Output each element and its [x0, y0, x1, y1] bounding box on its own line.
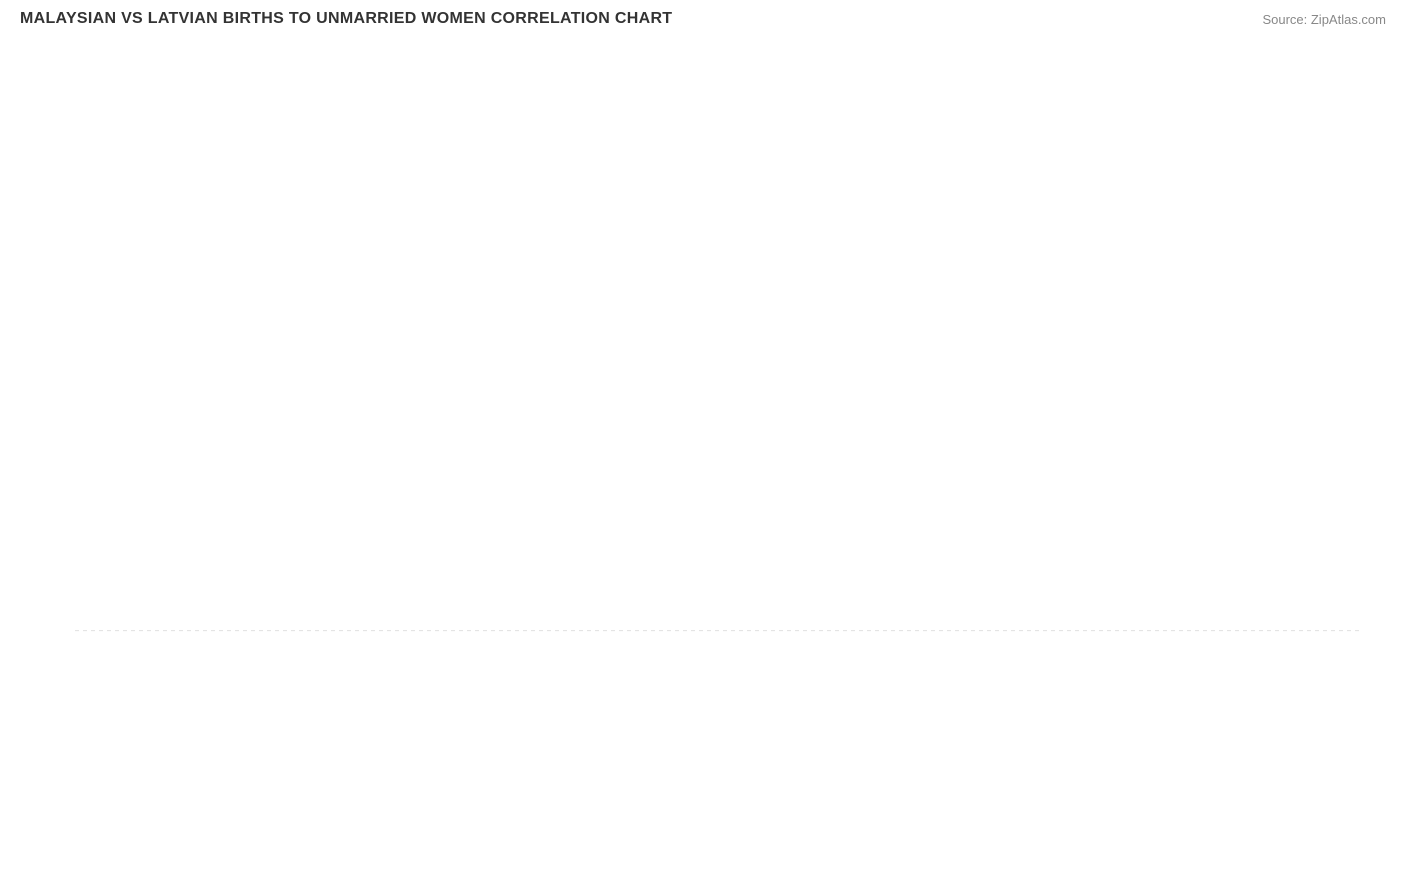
chart-container — [20, 34, 1386, 854]
header-bar: MALAYSIAN VS LATVIAN BIRTHS TO UNMARRIED… — [0, 0, 1406, 34]
source-label: Source: — [1262, 12, 1310, 27]
correlation-scatter-chart — [20, 34, 1386, 854]
source-value: ZipAtlas.com — [1311, 12, 1386, 27]
chart-title: MALAYSIAN VS LATVIAN BIRTHS TO UNMARRIED… — [20, 10, 672, 28]
source-citation: Source: ZipAtlas.com — [1262, 12, 1386, 27]
